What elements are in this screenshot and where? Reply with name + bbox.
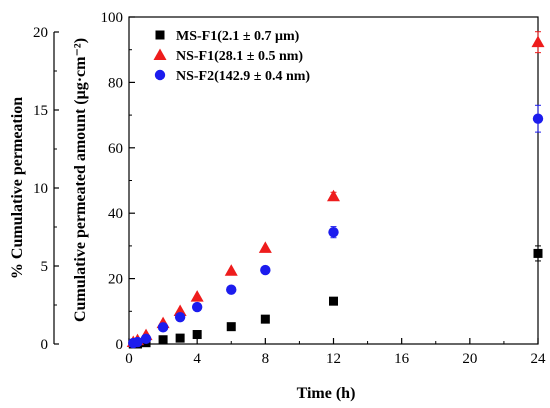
y-tick-label: 0 [116, 337, 124, 353]
data-point [327, 189, 340, 202]
data-point [174, 311, 186, 323]
legend-marker [154, 69, 166, 81]
data-point [226, 284, 237, 295]
legend-label: MS-F1(2.1 ± 0.7 μm) [176, 29, 300, 44]
data-point [158, 335, 168, 345]
data-point [532, 113, 544, 124]
left-y-tick-label: 20 [33, 25, 48, 41]
x-tick-label: 20 [462, 351, 477, 367]
legend: MS-F1(2.1 ± 0.7 μm) NS-F1(28.1 ± 0.5 nm) N… [153, 29, 310, 84]
x-axis-title: Time (h) [297, 385, 356, 402]
legend-marker [153, 48, 167, 60]
x-tick-label: 8 [262, 351, 270, 367]
data-point [258, 241, 272, 253]
legend-label: NS-F1(28.1 ± 0.5 nm) [176, 49, 303, 64]
y-tick-label: 40 [108, 206, 123, 222]
data-point [531, 35, 545, 48]
data-point [132, 336, 143, 348]
plot-frame [128, 16, 539, 345]
y-tick-label: 60 [108, 141, 123, 157]
right-y-axis-title: Cumulative permeated amount (μg·cm⁻²) [72, 38, 89, 322]
left-y-axis: 0 5 10 15 20 [33, 25, 59, 353]
left-y-axis-title: % Cumulative permeation [9, 97, 26, 279]
data-point [226, 322, 236, 332]
data-point [533, 248, 543, 258]
data-point [173, 304, 187, 316]
left-y-tick-label: 15 [33, 103, 48, 119]
data-point [224, 264, 238, 276]
data-point [260, 264, 271, 276]
series-circle [128, 104, 544, 349]
data-point [140, 333, 152, 344]
data-point [157, 322, 169, 333]
series-square [128, 245, 543, 349]
series-layer [126, 31, 545, 349]
plot-border [128, 16, 539, 345]
legend-marker [155, 30, 165, 40]
data-point [190, 290, 204, 302]
y-tick-label: 20 [108, 272, 123, 288]
left-y-tick-label: 5 [41, 259, 49, 275]
right-y-axis: 0 20 40 60 80 100 [101, 10, 135, 353]
x-tick-label: 0 [125, 351, 133, 367]
data-point [191, 301, 203, 313]
left-y-tick-label: 0 [41, 337, 49, 353]
left-y-tick-label: 10 [33, 181, 48, 197]
data-point [260, 314, 270, 324]
x-tick-label: 16 [394, 351, 410, 367]
x-axis: 0 4 8 12 16 20 24 [125, 338, 546, 367]
data-point [175, 333, 185, 343]
legend-label: NS-F2(142.9 ± 0.4 nm) [176, 69, 310, 84]
data-point [192, 330, 202, 340]
x-tick-label: 24 [531, 351, 547, 367]
x-tick-label: 4 [193, 351, 201, 367]
data-point [329, 296, 338, 306]
data-point [328, 226, 339, 238]
x-tick-label: 12 [326, 351, 341, 367]
y-tick-label: 100 [101, 10, 124, 26]
y-tick-label: 80 [108, 75, 123, 91]
